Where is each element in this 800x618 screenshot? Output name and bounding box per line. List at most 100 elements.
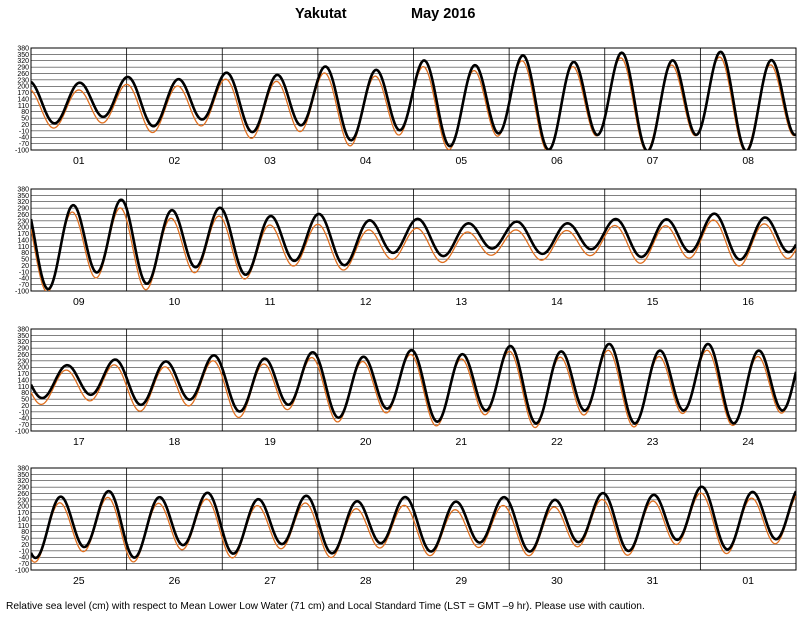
y-tick-label: 230 (17, 497, 29, 504)
y-tick-label: 50 (21, 536, 29, 543)
y-tick-label: 170 (17, 231, 29, 238)
y-tick-label: -10 (19, 269, 29, 276)
predicted-tide-line (31, 492, 796, 563)
y-tick-label: -40 (19, 416, 29, 423)
y-tick-label: 20 (21, 263, 29, 270)
y-tick-label: 380 (17, 186, 29, 193)
x-day-label: 24 (742, 436, 754, 448)
chart-caption: Relative sea level (cm) with respect to … (6, 601, 645, 612)
y-tick-label: 380 (17, 45, 29, 52)
y-tick-label: 290 (17, 485, 29, 492)
y-tick-label: 200 (17, 365, 29, 372)
x-day-label: 16 (742, 296, 754, 308)
y-tick-label: 350 (17, 472, 29, 479)
y-tick-label: 110 (18, 384, 29, 391)
y-tick-label: 350 (17, 333, 29, 340)
y-tick-label: 140 (17, 377, 29, 384)
y-tick-label: 260 (17, 71, 29, 78)
panel-frame (30, 328, 797, 432)
chart-title-month: May 2016 (411, 6, 476, 22)
y-tick-label: -100 (15, 147, 29, 154)
x-day-label: 12 (360, 296, 372, 308)
y-tick-label: -40 (19, 135, 29, 142)
y-tick-label: 170 (17, 371, 29, 378)
x-day-label: 26 (169, 575, 181, 587)
y-tick-label: -100 (15, 567, 29, 574)
y-tick-label: 380 (17, 465, 29, 472)
y-tick-label: 350 (17, 193, 29, 200)
y-tick-label: 290 (17, 206, 29, 213)
y-tick-label: 230 (17, 77, 29, 84)
y-tick-label: 110 (18, 244, 29, 251)
y-tick-label: 200 (17, 504, 29, 511)
y-tick-label: 170 (17, 510, 29, 517)
y-tick-label: 50 (21, 257, 29, 264)
y-tick-label: 50 (21, 397, 29, 404)
y-tick-label: -70 (19, 561, 29, 568)
x-day-label: 13 (455, 296, 467, 308)
y-tick-label: 20 (21, 542, 29, 549)
observed-tide-line (31, 485, 796, 560)
x-day-label: 14 (551, 296, 563, 308)
panel-frame (30, 188, 797, 292)
y-tick-label: -40 (19, 276, 29, 283)
x-day-label: 17 (73, 436, 85, 448)
y-tick-label: 320 (17, 58, 29, 65)
y-tick-label: 380 (17, 326, 29, 333)
x-day-label: 25 (73, 575, 85, 587)
y-tick-label: 290 (17, 346, 29, 353)
y-tick-label: 320 (17, 339, 29, 346)
y-tick-label: 80 (21, 390, 29, 397)
y-tick-label: -10 (19, 548, 29, 555)
x-day-label: 23 (647, 436, 659, 448)
y-tick-label: 80 (21, 529, 29, 536)
y-tick-label: -10 (19, 409, 29, 416)
x-day-label: 04 (360, 155, 372, 167)
y-tick-label: 110 (18, 103, 29, 110)
y-tick-label: 140 (17, 516, 29, 523)
x-day-label: 30 (551, 575, 563, 587)
y-tick-label: -100 (15, 288, 29, 295)
x-day-label: 01 (742, 575, 754, 587)
x-day-label: 27 (264, 575, 276, 587)
y-tick-label: 140 (17, 96, 29, 103)
y-tick-label: -70 (19, 282, 29, 289)
x-day-label: 19 (264, 436, 276, 448)
observed-tide-line (31, 50, 796, 150)
y-tick-label: 170 (17, 90, 29, 97)
panel-frame (30, 47, 797, 151)
y-tick-label: 320 (17, 199, 29, 206)
y-tick-label: 110 (18, 523, 29, 530)
y-tick-label: 200 (17, 225, 29, 232)
x-day-label: 02 (169, 155, 181, 167)
y-tick-label: 260 (17, 352, 29, 359)
x-day-label: 20 (360, 436, 372, 448)
y-tick-label: 20 (21, 122, 29, 129)
panel-frame (30, 467, 797, 571)
y-tick-label: 350 (17, 52, 29, 59)
y-tick-label: -100 (15, 428, 29, 435)
y-tick-label: 200 (17, 84, 29, 91)
observed-tide-line (31, 198, 796, 291)
x-day-label: 03 (264, 155, 276, 167)
y-tick-label: -70 (19, 422, 29, 429)
x-day-label: 09 (73, 296, 85, 308)
x-day-label: 29 (455, 575, 467, 587)
y-tick-label: 20 (21, 403, 29, 410)
y-tick-label: -70 (19, 141, 29, 148)
x-day-label: 28 (360, 575, 372, 587)
x-day-label: 18 (169, 436, 181, 448)
x-day-label: 11 (265, 296, 276, 308)
x-day-label: 01 (73, 155, 85, 167)
x-day-label: 05 (455, 155, 467, 167)
y-tick-label: -40 (19, 555, 29, 562)
y-tick-label: 50 (21, 116, 29, 123)
y-tick-label: 140 (17, 237, 29, 244)
x-day-label: 15 (647, 296, 659, 308)
x-day-label: 07 (647, 155, 659, 167)
y-tick-label: 260 (17, 491, 29, 498)
y-tick-label: 320 (17, 478, 29, 485)
y-tick-label: 290 (17, 65, 29, 72)
x-day-label: 22 (551, 436, 563, 448)
